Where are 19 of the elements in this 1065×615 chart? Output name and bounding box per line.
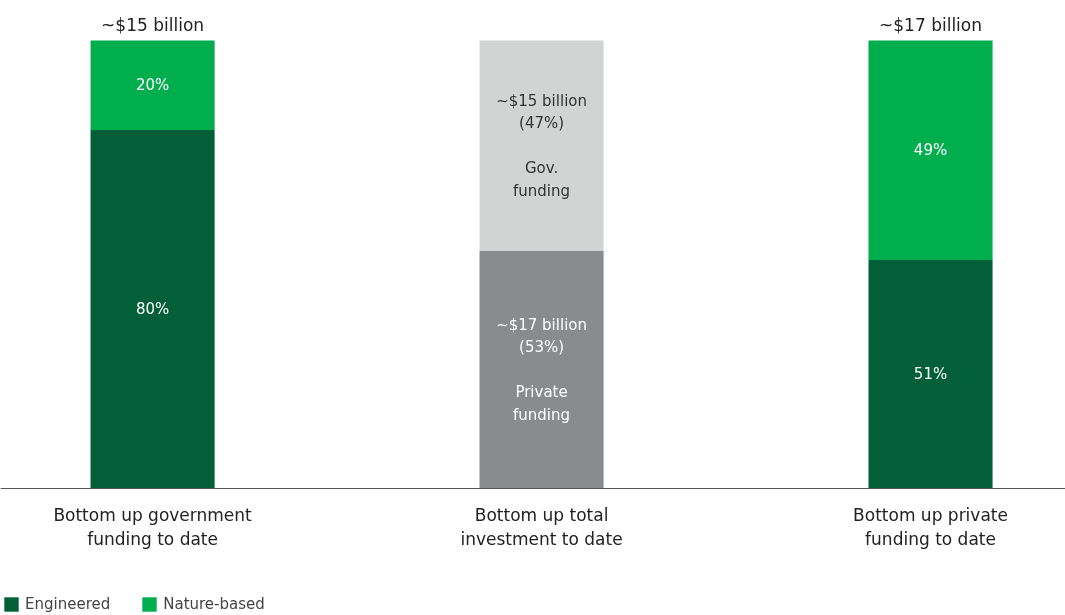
bar — [479, 251, 604, 489]
annotation: ~$17 billion — [879, 14, 983, 35]
bar — [90, 130, 215, 489]
text: ~$15 billion (47%) Gov. funding — [496, 91, 587, 200]
x-tick-label: Bottom up private funding to date — [853, 504, 1008, 549]
annotation: ~$15 billion — [101, 14, 205, 35]
bar — [868, 260, 993, 489]
bar — [90, 40, 215, 131]
legend-label: Engineered — [25, 595, 111, 613]
text: ~$17 billion (53%) Private funding — [496, 315, 587, 424]
x-tick-label: Bottom up government funding to date — [53, 504, 253, 549]
data-label: 20% — [135, 76, 170, 95]
x-tick-label: Bottom up total investment to date — [460, 504, 623, 549]
data-label: 49% — [913, 141, 948, 160]
bar — [868, 40, 993, 261]
legend-label: Nature-based — [163, 595, 265, 613]
data-label: 51% — [913, 365, 948, 384]
bar — [479, 40, 604, 252]
data-label: 80% — [135, 300, 170, 319]
